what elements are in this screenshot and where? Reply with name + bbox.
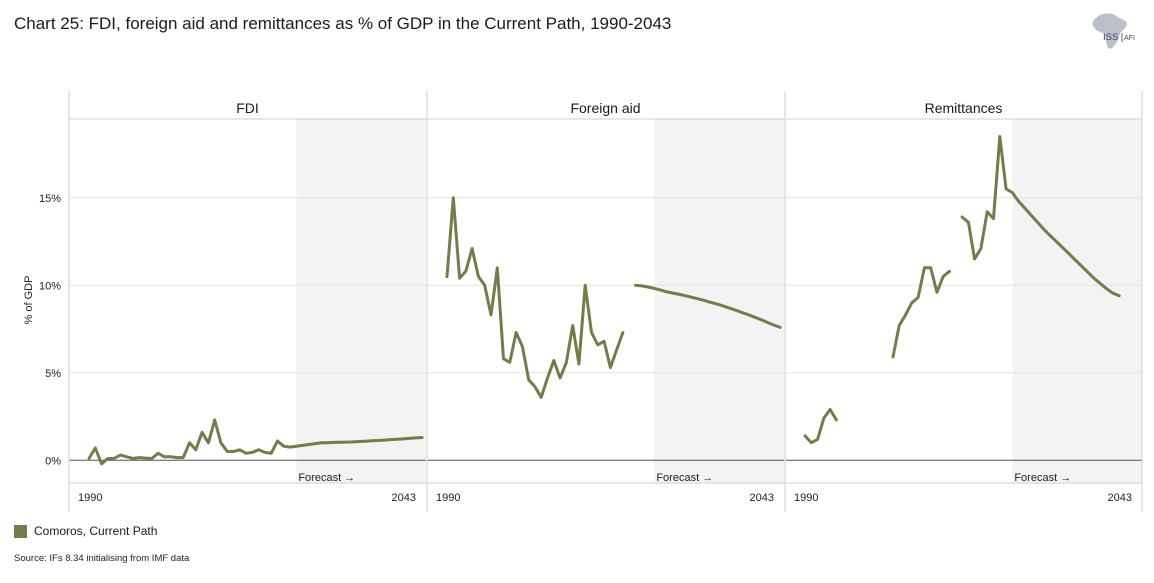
panel-remittances: Remittances Forecast → 1990 2043 (784, 91, 1143, 512)
forecast-region (296, 119, 426, 483)
legend: Comoros, Current Path (14, 524, 157, 538)
y-tick-label: 5% (45, 368, 61, 380)
x-tick-label: 1990 (78, 492, 102, 504)
y-tick-label: 10% (39, 280, 61, 292)
panel-title: FDI (236, 100, 259, 116)
series-line (960, 135, 1121, 298)
panel-fdi: FDI Forecast → 1990 2043 (68, 91, 426, 512)
logo-iss-text: ISS (1103, 32, 1118, 43)
series-line (445, 196, 625, 399)
logo-afi-text: AFI (1124, 35, 1135, 42)
legend-swatch (14, 524, 27, 538)
series-line (87, 418, 424, 466)
y-axis-label: % of GDP (23, 276, 35, 325)
series-line (891, 266, 951, 359)
africa-map-icon (1092, 13, 1127, 49)
forecast-label: Forecast → (656, 472, 713, 484)
forecast-region (654, 119, 784, 483)
x-tick-label: 2043 (392, 492, 416, 504)
chart-title: Chart 25: FDI, foreign aid and remittanc… (14, 14, 672, 33)
panel-title: Foreign aid (570, 100, 640, 116)
forecast-label: Forecast → (298, 472, 355, 484)
series-line (634, 283, 782, 329)
series-line (803, 408, 838, 445)
legend-label: Comoros, Current Path (34, 524, 158, 538)
panel-title: Remittances (925, 100, 1003, 116)
x-tick-label: 1990 (794, 492, 818, 504)
source-note: Source: IFs 8.34 initialising from IMF d… (14, 553, 190, 564)
chart-panels: FDI Forecast → 1990 2043 Foreign aid Forecast… (68, 91, 1143, 512)
y-tick-label: 0% (45, 455, 61, 467)
forecast-label: Forecast → (1014, 472, 1071, 484)
x-tick-label: 1990 (436, 492, 460, 504)
forecast-region (1012, 119, 1142, 483)
y-tick-label: 15% (39, 193, 61, 205)
x-tick-label: 2043 (750, 492, 774, 504)
iss-afi-logo: ISS AFI (1086, 10, 1138, 54)
x-tick-label: 2043 (1108, 492, 1132, 504)
panel-foreign-aid: Foreign aid Forecast → 1990 2043 (426, 91, 784, 512)
y-axis-ticks: 0% 5% 10% 15% (39, 193, 61, 468)
